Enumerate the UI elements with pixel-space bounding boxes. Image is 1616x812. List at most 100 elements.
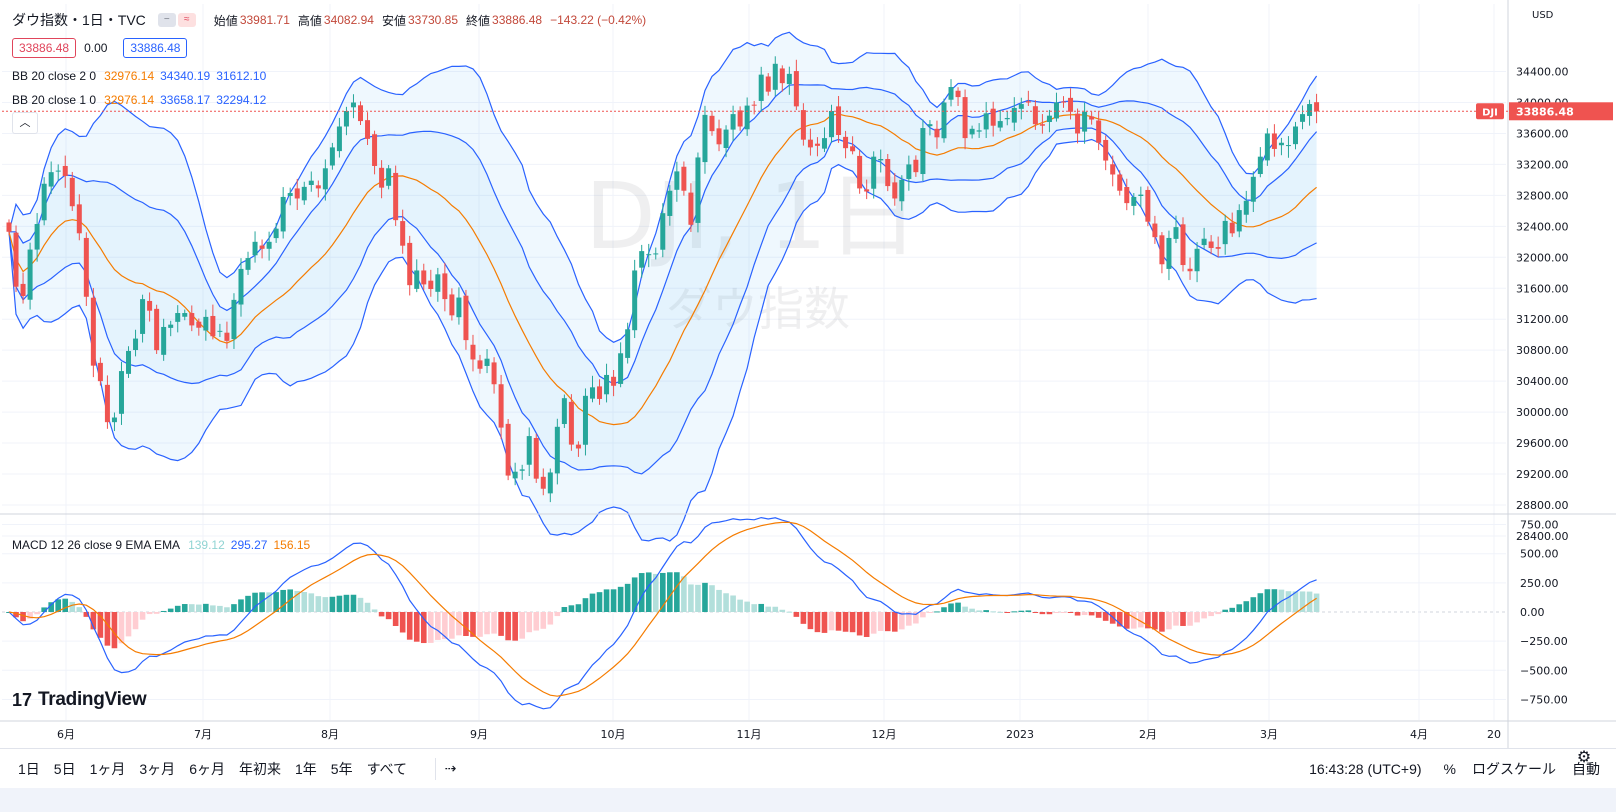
macd-histogram-bar [118,612,125,644]
auto-scale-toggle[interactable]: 自動 [1572,760,1600,777]
candle [421,263,427,290]
candle-body [772,63,778,90]
candle [1075,108,1081,144]
candle-body [526,436,532,465]
candle-body [857,155,863,189]
bb1-legend[interactable]: BB 20 close 1 0 32976.14 33658.17 32294.… [12,93,272,107]
macd-histogram-bar [927,612,933,613]
macd-tick-label: 250.00 [1520,577,1559,590]
candle-body [983,113,989,130]
candle-body [646,254,652,256]
candle-body [737,110,743,127]
candle [540,468,546,496]
macd-histogram-bar [1166,612,1172,630]
candle [920,119,926,181]
symbol-title[interactable]: ダウ指数・1日・TVC [12,12,146,28]
buy-button[interactable]: 33886.48 [123,38,188,58]
macd-histogram-bar [203,603,209,612]
candle-body [1025,101,1031,103]
range-1m[interactable]: 1ヶ月 [89,760,126,777]
candle-body [1046,115,1052,123]
macd-histogram-bar [884,612,891,632]
candle-body [969,128,975,135]
percent-toggle[interactable]: % [1443,760,1456,777]
candle-body [1243,200,1249,215]
macd-histogram-bar [793,612,800,617]
candle-body [449,294,455,316]
candle-body [1110,164,1116,175]
log-scale-toggle[interactable]: ログスケール [1472,760,1556,777]
range-1y[interactable]: 1年 [294,760,317,777]
macd-histogram-bar [1039,612,1046,615]
macd-histogram-bar [1313,593,1320,612]
approx-icon[interactable]: ≈ [177,13,196,27]
candle-body [111,417,117,423]
macd-histogram-bar [786,611,793,613]
high-label: 高値 [297,13,322,28]
macd-histogram-bar [139,612,146,620]
candle [906,155,912,191]
sell-button[interactable]: 33886.48 [12,38,77,58]
macd-tick-label: −500.00 [1520,664,1568,677]
range-ytd[interactable]: 年初来 [238,760,281,777]
go-to-date-icon[interactable]: ⇢ [435,757,457,780]
range-3m[interactable]: 3ヶ月 [139,760,176,777]
macd-histogram-bar [245,595,251,612]
macd-histogram-bar [1025,610,1032,612]
macd-legend[interactable]: MACD 12 26 close 9 EMA EMA 139.12 295.27… [12,538,316,552]
candle [217,323,223,338]
macd-histogram-bar [470,612,476,637]
candle [744,97,750,136]
price-tick-label: 33600.00 [1516,127,1569,140]
macd-histogram-bar [1215,612,1221,615]
candle-body [414,270,420,289]
candle-body [1292,126,1298,145]
macd-tick-label: 500.00 [1520,548,1559,561]
candle [758,66,764,113]
candle [365,112,371,145]
macd-histogram-bar [69,601,76,612]
macd-histogram-bar [1102,612,1109,621]
macd-histogram-bar [1131,612,1137,629]
candle-body [1032,106,1038,125]
collapse-legend-button[interactable]: ︿ [12,112,38,134]
candle [1025,90,1031,106]
minus-icon[interactable]: − [157,13,176,27]
candle-body [597,386,603,399]
compare-pills[interactable]: − ≈ [157,13,196,27]
candle [308,171,314,192]
macd-tick-label: −750.00 [1520,693,1568,706]
range-5y[interactable]: 5年 [330,760,353,777]
tradingview-logo[interactable]: 17 TradingView [12,689,147,711]
candle [983,101,989,139]
range-5d[interactable]: 5日 [53,760,76,777]
macd-signal-value: 156.15 [273,538,311,552]
candle-body [730,114,736,130]
macd-histogram-bar [1081,612,1088,616]
candle-body [477,360,483,369]
time-tick-label: 6月 [57,728,75,741]
candle-body [1039,124,1045,126]
macd-hist-value: 139.12 [188,538,225,552]
candle-body [843,136,849,149]
candle [913,155,919,177]
range-6m[interactable]: 6ヶ月 [189,760,225,777]
range-all[interactable]: すべて [366,760,408,777]
macd-name: MACD 12 26 close 9 EMA EMA [12,538,181,552]
candle [1187,257,1193,280]
axes: 28400.00 28800.00 29200.00 29600.00 30000.00… [0,0,1616,766]
candle [618,342,624,388]
clock[interactable]: 16:43:28 (UTC+9) [1309,760,1422,777]
range-1d[interactable]: 1日 [18,760,40,777]
macd-histogram-bar [674,572,680,612]
candle [224,321,230,349]
candle-body [308,180,314,186]
candle [1018,97,1024,120]
candle [1011,97,1017,131]
close-value: 33886.48 [492,13,543,27]
bb2-legend[interactable]: BB 20 close 2 0 32976.14 34340.19 31612.… [12,69,272,83]
macd-histogram-bar [638,573,645,612]
candle-body [428,280,434,290]
